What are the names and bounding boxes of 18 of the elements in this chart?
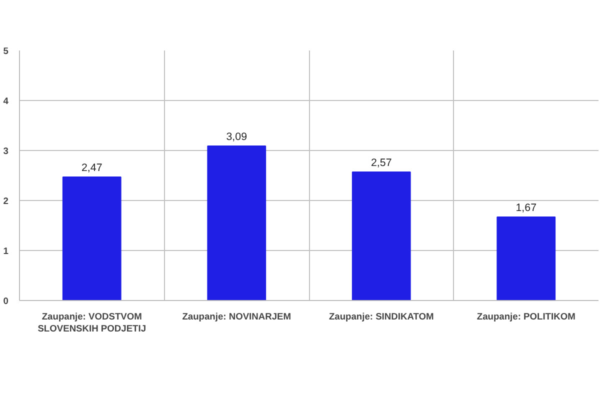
x-tick-label: Zaupanje: SINDIKATOM	[328, 312, 434, 322]
x-tick-label: Zaupanje: VODSTVOM SLOVENSKIH PODJETIJ	[38, 312, 146, 334]
bar	[207, 146, 266, 300]
bar	[496, 216, 556, 300]
y-tick-label: 2	[3, 196, 9, 206]
data-label: 1,67	[516, 202, 537, 214]
y-tick-label: 1	[3, 246, 9, 256]
y-tick-label: 5	[3, 46, 9, 56]
data-label: 2,57	[371, 157, 392, 169]
y-tick-label: 0	[3, 296, 9, 306]
y-tick-label: 3	[3, 146, 9, 156]
x-tick-label: Zaupanje: NOVINARJEM	[182, 312, 292, 322]
data-label: 2,47	[82, 162, 102, 174]
x-tick-label: Zaupanje: POLITIKOM	[476, 312, 576, 322]
bar	[352, 172, 411, 300]
y-tick-label: 4	[3, 96, 10, 106]
data-label: 3,09	[226, 131, 248, 143]
bar	[62, 176, 122, 300]
